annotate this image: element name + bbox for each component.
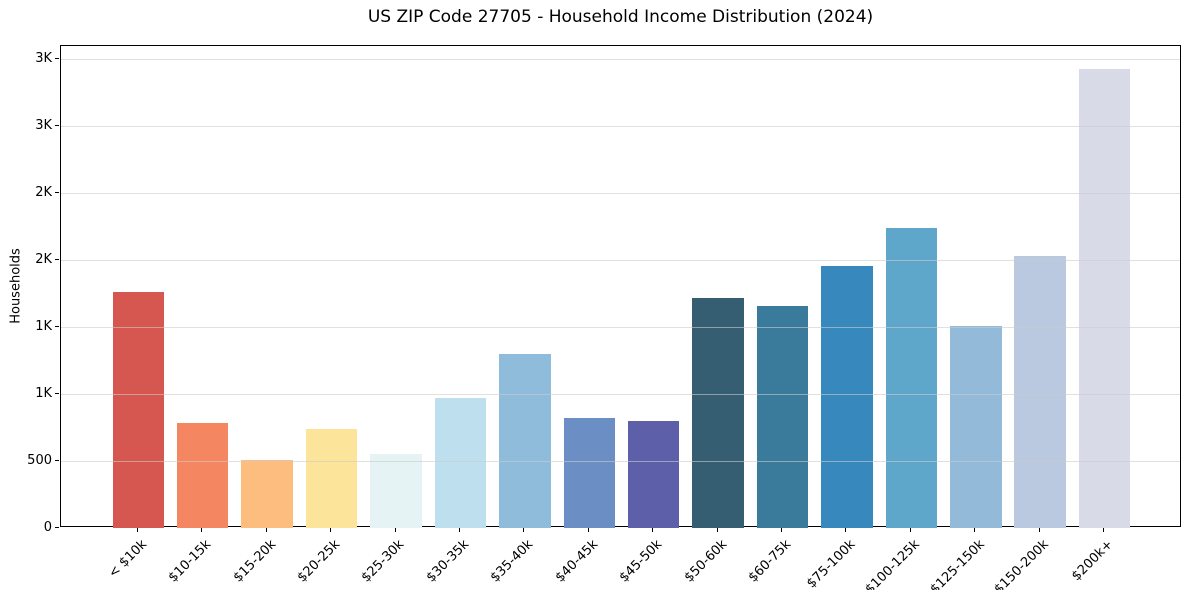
bar [112, 292, 165, 528]
x-tick-label: $60-75k [745, 537, 795, 586]
x-tick-mark [1103, 528, 1105, 532]
bar [692, 298, 744, 528]
x-tick-label: $50-60k [681, 537, 730, 586]
plot-area [60, 45, 1181, 528]
bar [627, 420, 680, 528]
bar [1014, 255, 1067, 528]
x-tick-mark [845, 528, 847, 532]
y-tick-label: 3K [35, 117, 52, 133]
x-tick-mark [587, 528, 589, 532]
x-tick-mark [909, 528, 911, 532]
x-tick-label: $200k+ [1069, 537, 1117, 585]
x-tick-label: $40-45k [552, 537, 601, 586]
chart-title: US ZIP Code 27705 - Household Income Dis… [367, 7, 874, 27]
bar [821, 265, 873, 528]
y-tick-mark [55, 57, 59, 59]
y-tick-mark [55, 392, 59, 394]
x-tick-mark [523, 528, 525, 532]
bar [1078, 68, 1131, 528]
bar [950, 326, 1002, 528]
gridline [61, 58, 1180, 60]
x-tick-label: $75-100k [804, 537, 859, 590]
x-tick-mark [265, 528, 267, 532]
x-tick-mark [330, 528, 332, 532]
gridline [61, 259, 1180, 261]
x-tick-mark [974, 528, 976, 532]
x-tick-mark [1038, 528, 1040, 532]
bar [370, 453, 422, 528]
bar [176, 422, 229, 528]
x-tick-mark [781, 528, 783, 532]
gridline [61, 192, 1180, 194]
y-tick-mark [55, 258, 59, 260]
y-tick-mark [55, 459, 59, 461]
x-tick-mark [652, 528, 654, 532]
x-tick-label: $100-125k [862, 537, 924, 590]
y-tick-label: 1K [35, 385, 52, 401]
gridline [61, 460, 1180, 462]
y-tick-label: 500 [27, 452, 52, 468]
y-tick-label: 1K [35, 318, 52, 334]
x-tick-label: $125-150k [927, 537, 988, 590]
gridline [61, 326, 1180, 328]
y-tick-mark [55, 191, 59, 193]
x-tick-label: $20-25k [294, 537, 344, 586]
y-tick-label: 2K [35, 251, 52, 267]
bar [499, 353, 551, 528]
x-tick-label: < $10k [105, 537, 150, 582]
x-tick-mark [458, 528, 460, 532]
x-tick-label: $30-35k [423, 537, 473, 586]
bar [305, 428, 358, 528]
gridline [61, 393, 1180, 395]
y-tick-mark [55, 325, 59, 327]
gridline [61, 125, 1180, 127]
x-tick-label: $45-50k [616, 537, 666, 586]
y-tick-label: 0 [43, 519, 52, 535]
y-tick-label: 2K [35, 184, 52, 200]
bar [756, 306, 809, 528]
y-tick-label: 3K [35, 50, 52, 66]
x-tick-label: $150-200k [991, 537, 1052, 590]
x-tick-mark [716, 528, 718, 532]
y-tick-mark [55, 526, 59, 528]
y-tick-mark [55, 124, 59, 126]
x-tick-mark [201, 528, 203, 532]
x-tick-label: $10-15k [165, 537, 215, 586]
x-tick-mark [136, 528, 138, 532]
bar [563, 418, 616, 528]
x-tick-label: $35-40k [487, 537, 537, 586]
bar [885, 228, 938, 528]
bar [434, 398, 487, 528]
x-tick-label: $25-30k [359, 537, 408, 586]
x-tick-mark [394, 528, 396, 532]
bar [241, 460, 293, 528]
x-tick-label: $15-20k [230, 537, 279, 586]
